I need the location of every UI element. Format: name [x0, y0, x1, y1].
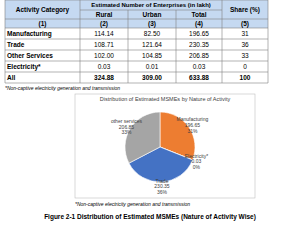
table-cell-text: Rural [96, 11, 113, 18]
table-cell-text: 0 [243, 63, 247, 70]
table-cell-text: 196.65 [189, 30, 209, 37]
table-cell-text: Manufacturing [7, 30, 52, 38]
table-cell-text: 230.35 [189, 41, 209, 48]
table-rule [5, 28, 268, 29]
table-cell-text: 114.14 [94, 30, 114, 37]
table-header-bg [5, 0, 268, 28]
table-rule [5, 0, 6, 83]
table-cell-text: (4) [195, 20, 203, 28]
table-cell-text: Estimated Number of Enterprises (in lakh… [91, 2, 211, 8]
table: Activity Category Estimated Number of Ent… [5, 0, 268, 83]
table-cell-text: Electricity* [7, 63, 41, 71]
table-cell-text: 206.85 [189, 52, 209, 59]
table-cell-text: Share (%) [230, 6, 260, 14]
data-label: 36% [157, 189, 168, 195]
table-cell-text: 0.03 [193, 63, 206, 70]
data-label: 31% [187, 128, 198, 134]
table-rule [5, 0, 268, 1]
chart-frame [75, 94, 255, 198]
table-rule [222, 0, 223, 83]
table-rule [5, 50, 268, 51]
table-body-bg [5, 28, 268, 83]
table-rule [5, 39, 268, 40]
table-cell-text: 31 [241, 30, 249, 37]
figure: Activity Category Estimated Number of Ent… [0, 0, 300, 227]
table-rule [5, 72, 268, 73]
table-rule [268, 0, 269, 83]
table-cell-text: (1) [39, 20, 47, 28]
data-labels: Manufacturing196.6531%Electricity*0.030%… [111, 116, 209, 194]
table-rule [5, 61, 268, 62]
table-cell-text: 104.85 [142, 52, 162, 59]
table-cell-text: (3) [148, 20, 156, 28]
table-cell-text: 0.03 [98, 63, 111, 70]
table-cell-text: 102.00 [94, 52, 114, 59]
chart-title: Distribution of Estimated MSMEs by Natur… [100, 96, 231, 102]
table-cell-text: 36 [241, 41, 249, 48]
table-rule [5, 83, 268, 84]
table-cell-text: 108.71 [94, 41, 114, 48]
table-cell-text: Total [191, 11, 206, 18]
table-cell-text: 633.88 [189, 74, 209, 81]
table-note: *Non-captive electricity generation and … [5, 85, 120, 91]
table-cell-text: Activity Category [16, 6, 70, 14]
data-label: 0% [193, 164, 201, 170]
caption: Figure 2-1 Distribution of Estimated MSM… [44, 213, 256, 221]
table-cell-text: 121.64 [142, 41, 162, 48]
table-cell-text: All [7, 74, 16, 81]
table-cell-text: Trade [7, 41, 25, 48]
table-rule [80, 0, 81, 83]
table-rule [176, 10, 177, 83]
table-cell-text: 0.01 [146, 63, 159, 70]
table-cell-text: 100 [240, 74, 251, 81]
table-rule [128, 10, 129, 83]
table-cell-text: Urban [143, 11, 162, 18]
table-cell-text: 33 [241, 52, 249, 59]
table-cell-text: 309.00 [142, 74, 162, 81]
table-cell-text: (2) [100, 20, 108, 28]
chart-note: *Non-captive electricity generation and … [75, 201, 190, 207]
data-label: 33% [121, 129, 132, 135]
table-cell-text: 324.88 [94, 74, 114, 81]
table-cell-text: (5) [241, 20, 249, 28]
table-cell-text: Other Services [7, 52, 53, 59]
table-cell-text: 82.50 [144, 30, 161, 37]
